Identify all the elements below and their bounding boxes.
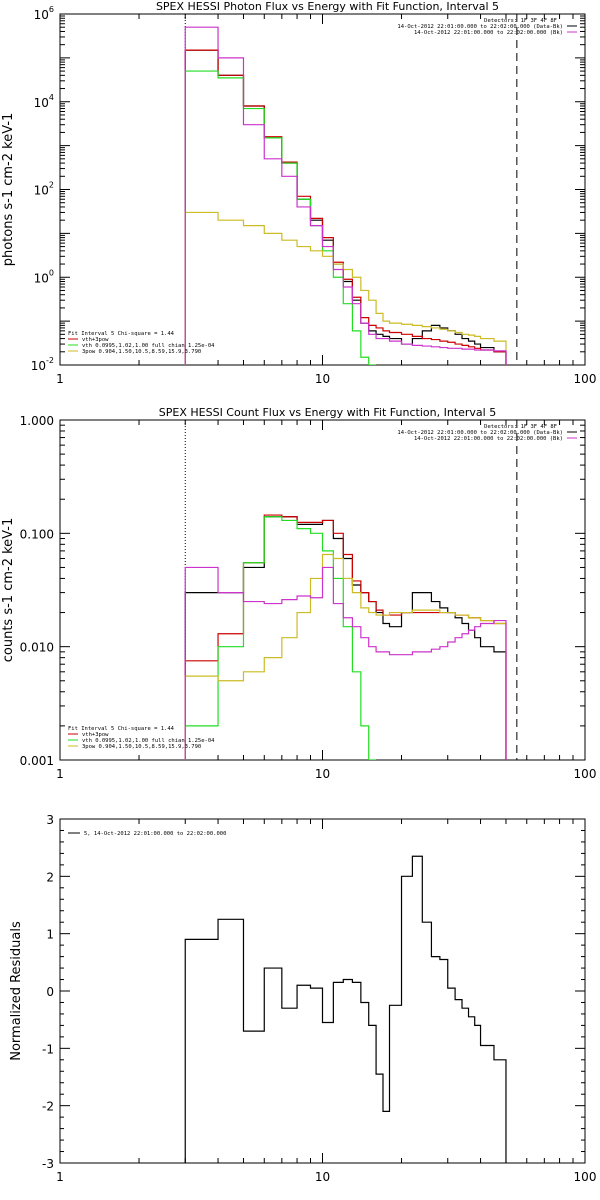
plot-frame bbox=[59, 13, 586, 366]
x-tick-label: 10 bbox=[315, 372, 330, 386]
y-tick-label: 102 bbox=[34, 181, 54, 198]
legend-entry: vth 0.0995,1.02,1.00 full chian 1.25e-04 bbox=[82, 343, 215, 349]
y-tick-label: 0.100 bbox=[20, 527, 54, 541]
series-bk-line bbox=[184, 566, 507, 760]
legend-entry: Fit Interval 5 Chi-square = 1.44 bbox=[68, 726, 175, 732]
y-tick-label: -1 bbox=[42, 1042, 54, 1056]
legend-entry: 3pow 0.904,1.50,10.5,8.59,15.9,3.790 bbox=[82, 349, 201, 355]
x-tick-label: 100 bbox=[574, 767, 597, 781]
legend-entry: Fit Interval 5 Chi-square = 1.44 bbox=[68, 331, 175, 337]
x-tick-label: 1 bbox=[56, 767, 64, 781]
y-tick-label: 0.010 bbox=[20, 641, 54, 655]
chart-title: SPEX HESSI Count Flux vs Energy with Fit… bbox=[159, 406, 496, 419]
series-vth-3pow-line bbox=[184, 49, 507, 365]
legend-entry: vth 0.0995,1.02,1.00 full chian 1.25e-04 bbox=[82, 738, 215, 744]
y-axis-label: counts s-1 cm-2 keV-1 bbox=[1, 518, 16, 663]
y-tick-label: 3 bbox=[46, 813, 54, 827]
chart-title: SPEX HESSI Photon Flux vs Energy with Fi… bbox=[156, 0, 499, 13]
y-tick-label: 0 bbox=[46, 985, 54, 999]
x-tick-label: 10 bbox=[315, 767, 330, 781]
legend-entry: Detectors: 1F 3F 4F 8F bbox=[484, 424, 557, 430]
y-tick-label: 104 bbox=[34, 93, 54, 110]
series-3pow-line bbox=[184, 211, 507, 365]
x-tick-label: 1 bbox=[56, 372, 64, 386]
y-tick-label: 2 bbox=[46, 870, 54, 884]
y-axis-label: Normalized Residuals bbox=[9, 921, 24, 1061]
y-tick-label: 10-2 bbox=[31, 356, 54, 373]
y-axis-label: photons s-1 cm-2 keV-1 bbox=[1, 113, 16, 267]
series-residual-line bbox=[184, 855, 507, 1163]
y-tick-label: 106 bbox=[34, 5, 54, 22]
legend-entry: 14-Oct-2012 22:01:00.000 to 22:02:00.000… bbox=[414, 30, 563, 36]
x-tick-label: 100 bbox=[574, 1170, 597, 1184]
y-tick-label: 0.001 bbox=[20, 754, 54, 768]
legend-entry: vth+3pow bbox=[82, 732, 109, 738]
series-3pow-line bbox=[184, 553, 507, 760]
chart-panel-2: SPEX HESSI Count Flux vs Energy with Fit… bbox=[1, 406, 596, 781]
x-tick-label: 1 bbox=[56, 1170, 64, 1184]
y-tick-label: -2 bbox=[42, 1100, 54, 1114]
series-bk-line bbox=[184, 26, 507, 365]
y-tick-label: 1.000 bbox=[20, 414, 54, 428]
chart-panel-3: 1 10 100 -3 -2 -1 0 1 2 3 Normalized Residuals 5, 1… bbox=[9, 813, 596, 1184]
y-tick-label: -3 bbox=[42, 1157, 54, 1171]
legend-entry: 14-Oct-2012 22:01:00.000 to 22:02:00.000… bbox=[397, 430, 563, 436]
legend-entry: 5, 14-Oct-2012 22:01:00.000 to 22:02:00.… bbox=[84, 831, 226, 837]
series-vth-line bbox=[184, 516, 377, 760]
x-tick-label: 10 bbox=[315, 1170, 330, 1184]
series-data-bk-line bbox=[184, 516, 507, 760]
legend-entry: 14-Oct-2012 22:01:00.000 to 22:02:00.000… bbox=[397, 24, 563, 30]
legend-entry: vth+3pow bbox=[82, 337, 109, 343]
x-tick-label: 100 bbox=[574, 372, 597, 386]
series-data-bk-line bbox=[184, 49, 507, 365]
y-tick-label: 1 bbox=[46, 928, 54, 942]
series-vth-line bbox=[184, 70, 377, 365]
y-tick-label: 100 bbox=[34, 268, 54, 285]
legend-entry: 14-Oct-2012 22:01:00.000 to 22:02:00.000… bbox=[414, 436, 563, 442]
legend-entry: Detectors: 1F 3F 4F 8F bbox=[484, 18, 557, 24]
legend-entry: 3pow 0.904,1.50,10.5,8.59,15.9,3.790 bbox=[82, 744, 201, 750]
chart-panel-1: SPEX HESSI Photon Flux vs Energy with Fi… bbox=[1, 0, 596, 386]
